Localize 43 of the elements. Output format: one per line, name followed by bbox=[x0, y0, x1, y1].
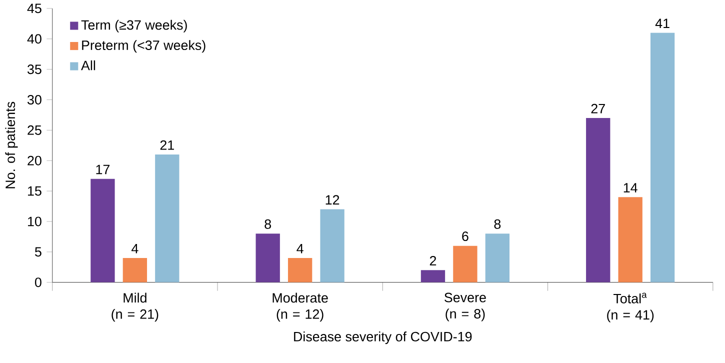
y-tick-label: 45 bbox=[27, 4, 42, 14]
y-tick-label: 5 bbox=[34, 247, 42, 257]
y-tick-label: 40 bbox=[27, 34, 42, 44]
bar bbox=[618, 197, 642, 282]
category-label: Total$^{a}$ (n = 41) bbox=[607, 292, 654, 322]
x-tick-label: Mild (n = 21) bbox=[112, 292, 158, 322]
legend-label: All bbox=[81, 60, 96, 70]
bar bbox=[288, 258, 312, 282]
data-label: 21 bbox=[160, 140, 174, 150]
legend-label: Term (≥37 weeks) bbox=[81, 20, 187, 32]
bar bbox=[586, 118, 610, 282]
bar bbox=[320, 209, 344, 282]
data-label: 8 bbox=[494, 219, 501, 229]
bar bbox=[90, 178, 115, 282]
y-tick-label: 30 bbox=[27, 95, 42, 105]
y-tick-label: 15 bbox=[28, 186, 42, 196]
y-tick-label: 10 bbox=[28, 216, 42, 226]
data-label: 14 bbox=[624, 183, 638, 192]
data-label: 41 bbox=[655, 18, 670, 28]
x-tick-label: Moderate (n = 12) bbox=[272, 292, 328, 322]
data-label: 4 bbox=[296, 244, 304, 254]
data-label: 12 bbox=[326, 195, 340, 205]
data-label: 6 bbox=[462, 232, 468, 242]
data-label: 8 bbox=[264, 219, 272, 229]
bar bbox=[485, 234, 510, 282]
bar bbox=[420, 270, 446, 282]
bar bbox=[453, 246, 478, 282]
y-tick-label: 20 bbox=[28, 156, 42, 166]
legend-label: Preterm (<37 weeks) bbox=[82, 40, 206, 53]
data-label: 4 bbox=[132, 244, 138, 254]
bar bbox=[256, 234, 280, 282]
data-label: 27 bbox=[591, 104, 605, 114]
bar bbox=[650, 32, 675, 282]
y-tick-label: 0 bbox=[34, 278, 42, 288]
x-axis-title: Disease severity of COVID-19 bbox=[294, 332, 472, 344]
y-tick-label: 35 bbox=[27, 64, 42, 74]
bar bbox=[155, 154, 180, 282]
y-tick-label: 25 bbox=[28, 125, 42, 135]
data-label: 2 bbox=[430, 256, 436, 266]
data-label: 17 bbox=[96, 164, 110, 174]
x-tick-label: Severe (n = 8) bbox=[444, 292, 486, 322]
y-axis-title: No. of patients bbox=[5, 102, 18, 188]
bar bbox=[122, 258, 148, 282]
